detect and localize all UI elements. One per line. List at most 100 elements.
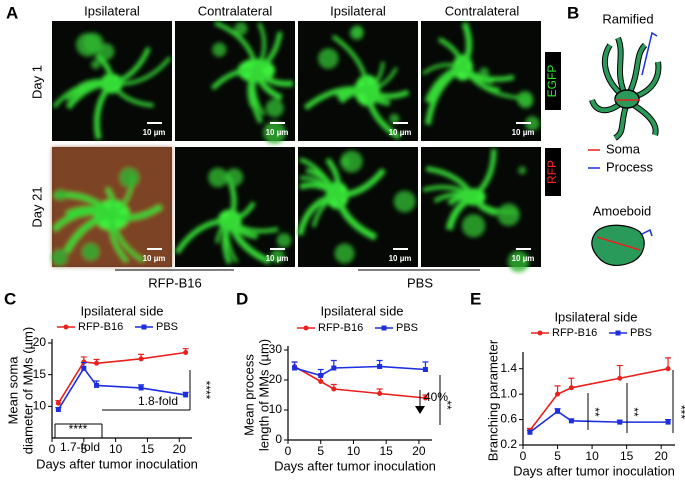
process bbox=[65, 80, 112, 110]
annotation: ** bbox=[588, 407, 602, 417]
scale-bar-label: 10 µm bbox=[143, 254, 166, 263]
column-label: Ipsilateral bbox=[330, 3, 386, 18]
y-tick-label: 1.0 bbox=[500, 386, 517, 400]
process bbox=[109, 82, 154, 108]
x-axis-label: Days after tumor inoculation bbox=[513, 463, 675, 478]
row-label: Day 21 bbox=[29, 186, 44, 227]
process-line bbox=[641, 228, 653, 237]
legend-label: RFP-B16 bbox=[78, 321, 123, 333]
chart: Ipsilateral side RFP-B16 PBS 10 15 20 0 5 10 15 20… bbox=[5, 303, 212, 471]
marker bbox=[665, 419, 671, 425]
process bbox=[214, 20, 259, 71]
process bbox=[255, 31, 283, 73]
marker bbox=[422, 395, 428, 401]
charts: Ipsilateral side RFP-B16 PBS 10 15 20 0 5 10 15 20… bbox=[5, 303, 685, 478]
x-tick-label: 15 bbox=[380, 444, 394, 458]
channel-box bbox=[545, 148, 561, 196]
process bbox=[228, 218, 279, 234]
marker bbox=[94, 382, 100, 388]
series-line bbox=[294, 365, 426, 399]
micrograph: 10 µm bbox=[298, 21, 418, 141]
annotation: **** bbox=[199, 381, 213, 400]
y-axis-label: Mean process bbox=[241, 354, 256, 436]
blob bbox=[318, 48, 339, 69]
blob bbox=[263, 121, 286, 144]
process bbox=[425, 166, 476, 199]
micrograph: 10 µm bbox=[421, 21, 541, 141]
cells bbox=[52, 32, 172, 140]
blob bbox=[389, 113, 400, 124]
marker bbox=[292, 365, 298, 371]
blob bbox=[497, 203, 520, 227]
marker bbox=[422, 367, 428, 372]
y-axis-label: length of MMs (µm) bbox=[256, 339, 271, 451]
process bbox=[335, 86, 369, 100]
micrograph: 10 µm bbox=[175, 20, 295, 144]
y-tick-label: 20 bbox=[269, 372, 283, 386]
micrograph: 10 µm bbox=[421, 147, 541, 273]
marker bbox=[377, 391, 383, 396]
process bbox=[337, 167, 387, 199]
marker bbox=[81, 365, 87, 371]
process bbox=[253, 69, 283, 101]
legend-label: Soma bbox=[606, 141, 641, 156]
process bbox=[52, 209, 113, 232]
row-label: Day 1 bbox=[29, 65, 44, 99]
x-tick-label: 15 bbox=[620, 449, 634, 463]
blob bbox=[507, 250, 530, 273]
x-tick-label: 20 bbox=[173, 442, 187, 456]
x-tick-label: 0 bbox=[49, 442, 56, 456]
y-tick-label: 10 bbox=[33, 399, 47, 413]
process bbox=[299, 182, 339, 198]
x-tick-label: 0 bbox=[520, 449, 527, 463]
scale-bar-label: 10 µm bbox=[512, 128, 535, 137]
cells bbox=[51, 147, 172, 267]
soma-line bbox=[596, 236, 641, 251]
marker bbox=[318, 373, 324, 378]
process bbox=[331, 34, 370, 91]
blob bbox=[265, 99, 284, 118]
amoeboid-cell bbox=[591, 224, 645, 267]
process bbox=[94, 81, 114, 140]
blob bbox=[81, 243, 100, 261]
cell-type: Amoeboid bbox=[593, 203, 652, 218]
process bbox=[447, 193, 474, 206]
process bbox=[424, 64, 464, 104]
blob bbox=[461, 214, 486, 238]
blob bbox=[91, 59, 101, 70]
marker bbox=[331, 365, 337, 371]
cells bbox=[174, 167, 292, 265]
cells bbox=[297, 150, 416, 264]
legend-marker bbox=[615, 330, 621, 336]
marker bbox=[568, 385, 574, 391]
chart: Ipsilateral side RFP-B16 PBS 0.2 0.6 1.0 1.4 0 5… bbox=[485, 309, 685, 478]
process bbox=[437, 37, 466, 69]
marker bbox=[138, 385, 144, 391]
cells bbox=[303, 25, 410, 140]
blob bbox=[334, 243, 355, 264]
panel-label: D bbox=[236, 289, 248, 308]
legend-label: PBS bbox=[156, 321, 178, 333]
channel-label: EGFP bbox=[545, 65, 559, 98]
scale-bar-label: 10 µm bbox=[389, 254, 412, 263]
micrograph: 10 µm bbox=[174, 147, 295, 267]
process bbox=[109, 214, 129, 263]
panel-label: A bbox=[6, 3, 18, 22]
blob bbox=[518, 166, 527, 175]
blob bbox=[83, 32, 104, 54]
y-axis-label: diameter of MMs (µm) bbox=[20, 327, 35, 454]
marker bbox=[555, 408, 561, 414]
process bbox=[226, 219, 272, 265]
process bbox=[461, 65, 515, 82]
blob bbox=[225, 168, 244, 187]
blob bbox=[55, 189, 67, 201]
x-tick-label: 5 bbox=[80, 442, 87, 456]
chart-title: Ipsilateral side bbox=[554, 309, 637, 324]
x-tick-label: 10 bbox=[585, 449, 599, 463]
x-tick-label: 5 bbox=[554, 449, 561, 463]
legend-label: RFP-B16 bbox=[552, 327, 597, 339]
process bbox=[366, 61, 385, 92]
x-tick-label: 20 bbox=[412, 444, 426, 458]
process bbox=[110, 204, 163, 221]
